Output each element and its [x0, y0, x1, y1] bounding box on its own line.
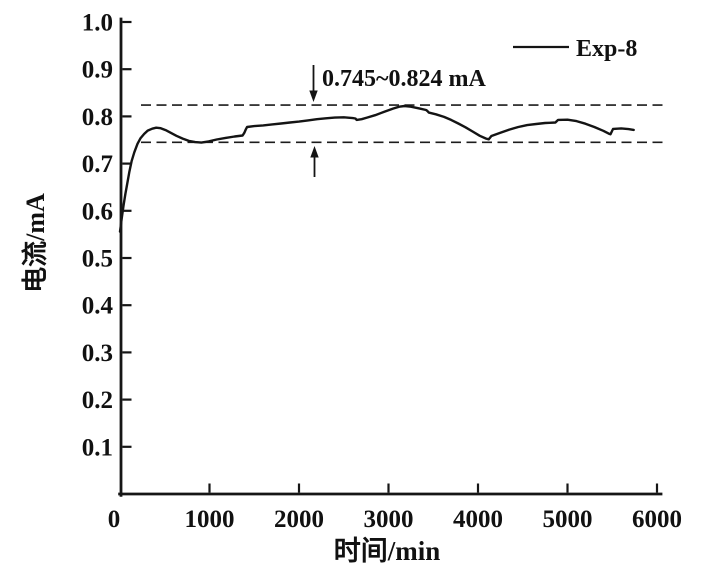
data-series — [118, 104, 635, 233]
y-tick-label: 0.3 — [82, 340, 113, 367]
y-tick-label: 0.4 — [82, 293, 114, 320]
x-tick-label: 4000 — [453, 506, 503, 533]
y-axis-ticks — [122, 20, 132, 448]
y-tick-label: 0.6 — [82, 198, 113, 225]
y-tick-label: 0.7 — [82, 151, 113, 178]
arrow-down-icon — [309, 65, 318, 102]
legend: Exp-8 — [513, 36, 637, 62]
x-tick-label: 1000 — [185, 506, 235, 533]
y-axis-tick-labels: 0.1 0.2 0.3 0.4 0.5 0.6 0.7 0.8 0.9 1.0 — [82, 10, 114, 462]
series-line — [118, 104, 635, 233]
x-axis-ticks — [208, 483, 659, 493]
x-axis-title: 时间/min — [334, 536, 441, 566]
legend-label: Exp-8 — [576, 36, 637, 62]
x-tick-label: 5000 — [543, 506, 593, 533]
y-tick-label: 0.2 — [82, 387, 113, 414]
x-tick-label: 2000 — [274, 506, 324, 533]
y-tick-label: 0.8 — [82, 104, 113, 131]
arrow-up-icon — [310, 146, 319, 177]
y-tick-label: 0.9 — [82, 57, 113, 84]
x-tick-label: 6000 — [632, 506, 682, 533]
annotation-text: 0.745~0.824 mA — [322, 66, 486, 92]
x-tick-label: 0 — [108, 506, 121, 533]
y-tick-label: 0.5 — [82, 246, 113, 273]
x-tick-label: 3000 — [364, 506, 414, 533]
y-tick-label: 1.0 — [82, 10, 113, 37]
y-tick-label: 0.1 — [82, 434, 113, 461]
x-axis-tick-labels: 0 1000 2000 3000 4000 5000 6000 — [108, 506, 682, 533]
y-axis-title: 电流/mA — [21, 193, 50, 293]
annotation: 0.745~0.824 mA — [309, 65, 486, 177]
reference-dashed-lines — [141, 104, 668, 144]
